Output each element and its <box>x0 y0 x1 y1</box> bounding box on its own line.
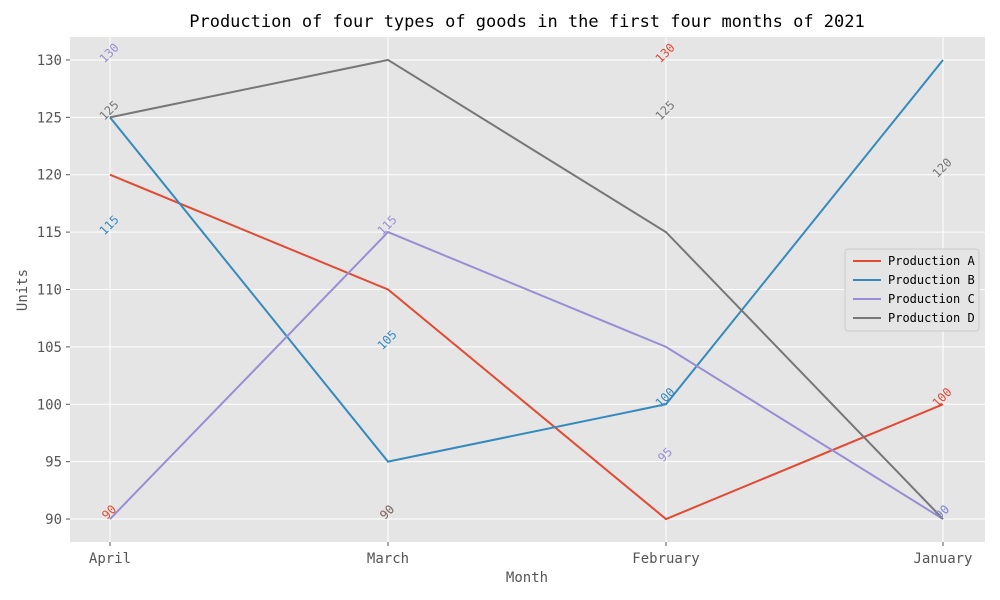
legend: Production A Production B Production C Prod… <box>844 248 980 332</box>
series-line <box>109 59 944 463</box>
x-tick-labels: April March February January <box>89 542 973 567</box>
x-tick-label: February <box>632 551 699 567</box>
y-tick-label: 110 <box>37 283 62 299</box>
legend-box <box>844 248 980 332</box>
y-tick-label: 120 <box>37 168 62 184</box>
legend-label: Production B <box>888 273 975 287</box>
data-labels: 90 90130100115105100901301159590125901251… <box>97 41 955 523</box>
x-tick-label: April <box>89 551 131 567</box>
legend-label: Production C <box>888 292 975 306</box>
x-tick-label: January <box>913 551 972 567</box>
y-tick-label: 90 <box>45 512 62 528</box>
legend-label: Production D <box>888 311 975 325</box>
x-tick-label: March <box>367 551 409 567</box>
legend-label: Production A <box>888 254 975 268</box>
y-tick-label: 95 <box>45 455 62 471</box>
y-tick-label: 130 <box>37 53 62 69</box>
y-tick-label: 105 <box>37 340 62 356</box>
y-tick-labels: 90 95 100 105 110 115 120 125 130 <box>37 53 70 528</box>
y-tick-label: 100 <box>37 397 62 413</box>
series-line <box>109 230 944 520</box>
y-tick-label: 115 <box>37 225 62 241</box>
series-line <box>109 173 944 521</box>
x-axis-label: Month <box>506 570 548 586</box>
y-tick-label: 125 <box>37 110 62 126</box>
y-axis-label: Units <box>15 269 31 311</box>
chart-title: Production of four types of goods in the… <box>189 12 865 32</box>
series-line <box>109 58 944 520</box>
series-lines <box>109 58 944 521</box>
